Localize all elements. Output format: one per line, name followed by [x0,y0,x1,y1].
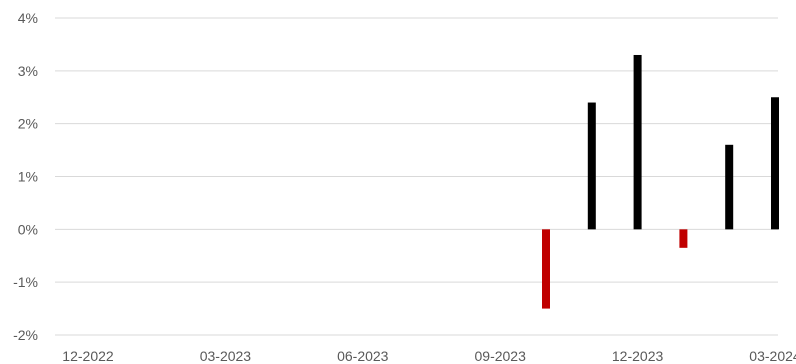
y-axis-labels: -2% -1% 0% 1% 2% 3% 4% [13,10,38,343]
x-tick-label: 03-2024 [749,348,796,364]
y-tick-label: 1% [18,169,38,185]
bar-2023-10 [542,229,550,309]
y-tick-label: -2% [13,327,38,343]
bar-2023-11 [587,102,596,230]
y-tick-label: 4% [18,10,38,26]
x-tick-label: 09-2023 [475,348,527,364]
x-tick-label: 03-2023 [200,348,252,364]
bar-2024-03 [771,97,779,230]
x-tick-label: 06-2023 [337,348,389,364]
gridlines [55,17,778,336]
bar-2023-12 [633,54,642,230]
bar-2024-01 [679,229,688,248]
bar-2024-02 [725,144,734,230]
x-tick-label: 12-2022 [62,348,114,364]
bars [542,54,779,309]
y-tick-label: 2% [18,116,38,132]
y-tick-label: 0% [18,221,38,237]
y-tick-label: 3% [18,63,38,79]
x-tick-label: 12-2023 [612,348,664,364]
y-tick-label: -1% [13,274,38,290]
x-axis-labels: 12-2022 03-2023 06-2023 09-2023 12-2023 03-20… [62,348,796,364]
